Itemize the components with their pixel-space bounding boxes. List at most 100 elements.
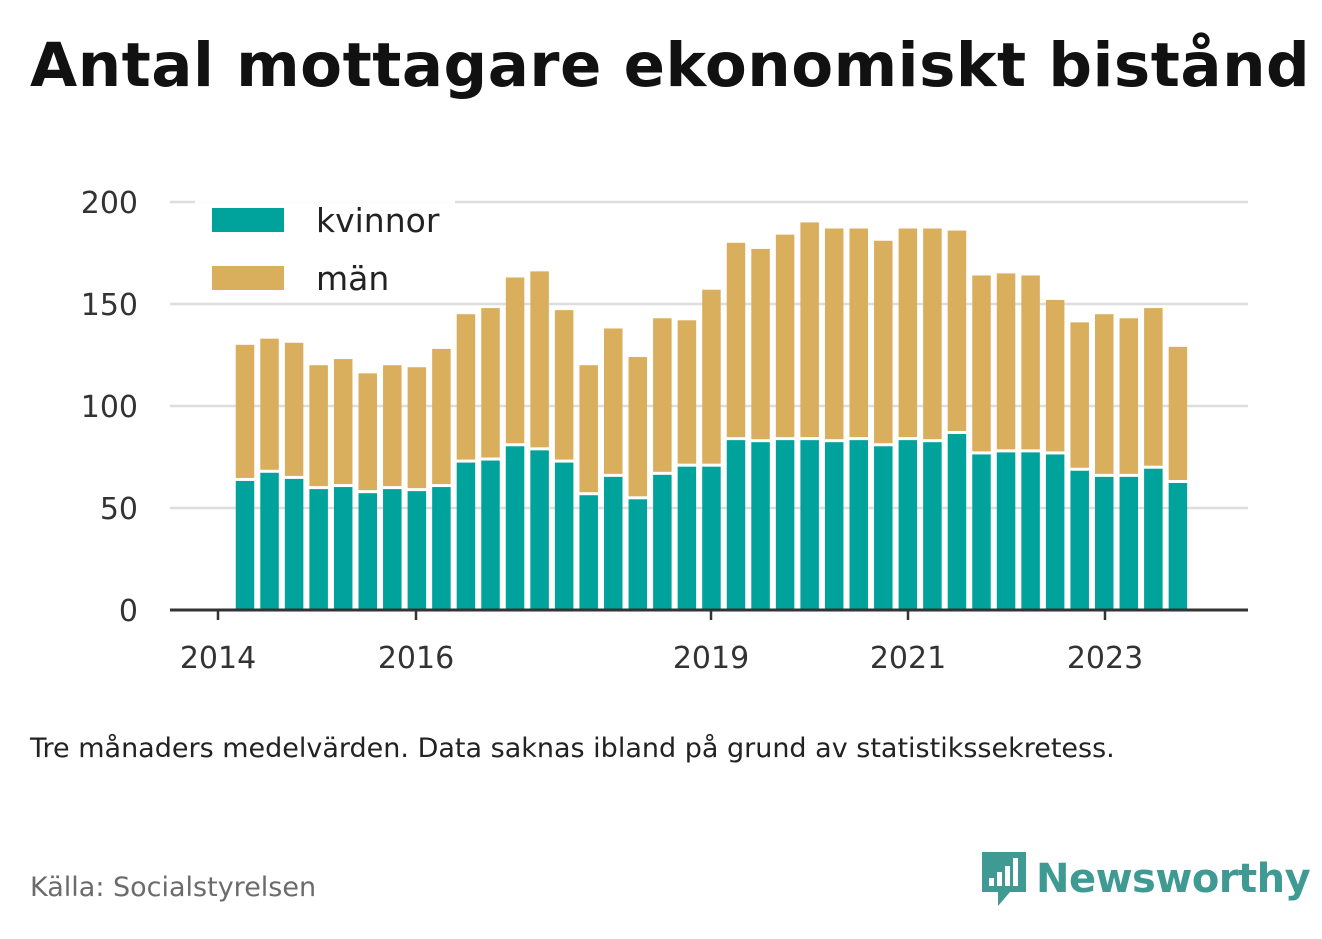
bar-män xyxy=(972,275,991,452)
bar-kvinnor xyxy=(333,487,353,610)
bars xyxy=(235,222,1188,610)
bar-kvinnor xyxy=(1045,454,1065,610)
bar-män xyxy=(1045,299,1065,452)
legend-swatch-kvinnor xyxy=(212,208,284,232)
legend: kvinnor män xyxy=(195,196,455,300)
x-tick-label: 2019 xyxy=(673,641,749,676)
bar-kvinnor xyxy=(481,460,500,610)
bar-män xyxy=(947,230,967,432)
bar-kvinnor xyxy=(653,474,672,610)
bar-kvinnor xyxy=(554,462,574,610)
y-tick-label: 200 xyxy=(81,186,138,221)
bar-män xyxy=(358,373,377,491)
bar-män xyxy=(775,234,795,438)
bar-kvinnor xyxy=(1144,468,1163,610)
bar-kvinnor xyxy=(604,476,623,610)
x-tick-label: 2021 xyxy=(870,641,946,676)
bar-män xyxy=(579,365,598,493)
x-tick-label: 2014 xyxy=(180,641,256,676)
legend-swatch-män xyxy=(212,266,284,290)
bar-män xyxy=(726,242,746,438)
bar-män xyxy=(824,228,844,440)
source-label: Källa: Socialstyrelsen xyxy=(30,872,317,903)
bar-män xyxy=(677,320,697,464)
bar-kvinnor xyxy=(260,472,279,610)
bar-män xyxy=(1144,308,1163,466)
bar-kvinnor xyxy=(775,440,795,610)
bar-män xyxy=(432,348,451,485)
bar-män xyxy=(653,318,672,472)
y-tick-label: 100 xyxy=(81,390,138,425)
bar-män xyxy=(554,310,574,460)
bar-kvinnor xyxy=(800,440,819,610)
bar-män xyxy=(923,228,942,440)
bar-kvinnor xyxy=(284,478,304,610)
bar-kvinnor xyxy=(996,452,1016,610)
bar-kvinnor xyxy=(972,454,991,610)
bar-kvinnor xyxy=(432,487,451,610)
bar-män xyxy=(481,308,500,458)
legend-label-män: män xyxy=(316,259,389,298)
bar-kvinnor xyxy=(505,446,525,610)
bar-kvinnor xyxy=(235,480,255,610)
bar-män xyxy=(628,357,648,497)
bar-kvinnor xyxy=(874,446,893,610)
y-tick-label: 0 xyxy=(119,594,138,629)
bar-män xyxy=(604,328,623,474)
bar-män xyxy=(702,289,721,464)
bar-kvinnor xyxy=(677,466,697,610)
bar-män xyxy=(898,228,918,438)
bar-kvinnor xyxy=(628,499,648,610)
x-tick-label: 2023 xyxy=(1067,641,1143,676)
bar-kvinnor xyxy=(1021,452,1040,610)
bar-män xyxy=(1070,322,1089,468)
bar-kvinnor xyxy=(849,440,868,610)
bar-kvinnor xyxy=(530,450,549,610)
bar-kvinnor xyxy=(358,493,377,610)
bar-män xyxy=(407,367,427,489)
brand-logo: Newsworthy xyxy=(980,848,1311,910)
bar-kvinnor xyxy=(726,440,746,610)
chart-note: Tre månaders medelvärden. Data saknas ib… xyxy=(30,733,1115,764)
bar-kvinnor xyxy=(579,495,598,610)
bar-män xyxy=(309,365,328,487)
stacked-bar-chart: 0 50 100 150 200 2014 2016 2019 2021 2023 kvinnor… xyxy=(81,186,1248,676)
bar-män xyxy=(1119,318,1139,474)
y-tick-label: 150 xyxy=(81,288,138,323)
axes: 0 50 100 150 200 2014 2016 2019 2021 2023 xyxy=(81,186,1248,676)
chart-title: Antal mottagare ekonomiskt bistånd xyxy=(30,30,1311,101)
bar-kvinnor xyxy=(898,440,918,610)
bar-män xyxy=(530,271,549,448)
bar-kvinnor xyxy=(702,466,721,610)
bar-män xyxy=(800,222,819,438)
bar-män xyxy=(456,314,476,460)
bar-män xyxy=(333,359,353,485)
bar-kvinnor xyxy=(1168,482,1188,610)
bar-män xyxy=(849,228,868,438)
brand-name: Newsworthy xyxy=(1036,856,1311,902)
bar-kvinnor xyxy=(824,442,844,610)
bar-män xyxy=(996,273,1016,450)
newsworthy-logo-icon xyxy=(982,852,1026,906)
bar-män xyxy=(1168,346,1188,480)
bar-kvinnor xyxy=(1070,470,1089,610)
bar-män xyxy=(751,248,770,440)
bar-män xyxy=(383,365,402,487)
bar-kvinnor xyxy=(947,434,967,610)
bar-kvinnor xyxy=(456,462,476,610)
bar-män xyxy=(505,277,525,444)
bar-män xyxy=(1021,275,1040,450)
bar-män xyxy=(1095,314,1114,474)
legend-label-kvinnor: kvinnor xyxy=(316,201,440,240)
bar-män xyxy=(235,344,255,478)
bar-män xyxy=(284,342,304,476)
bar-män xyxy=(874,240,893,444)
bar-kvinnor xyxy=(1095,476,1114,610)
y-tick-label: 50 xyxy=(100,492,138,527)
bar-kvinnor xyxy=(751,442,770,610)
bar-män xyxy=(260,338,279,470)
bar-kvinnor xyxy=(1119,476,1139,610)
bar-kvinnor xyxy=(923,442,942,610)
bar-kvinnor xyxy=(309,489,328,610)
bar-kvinnor xyxy=(407,491,427,610)
